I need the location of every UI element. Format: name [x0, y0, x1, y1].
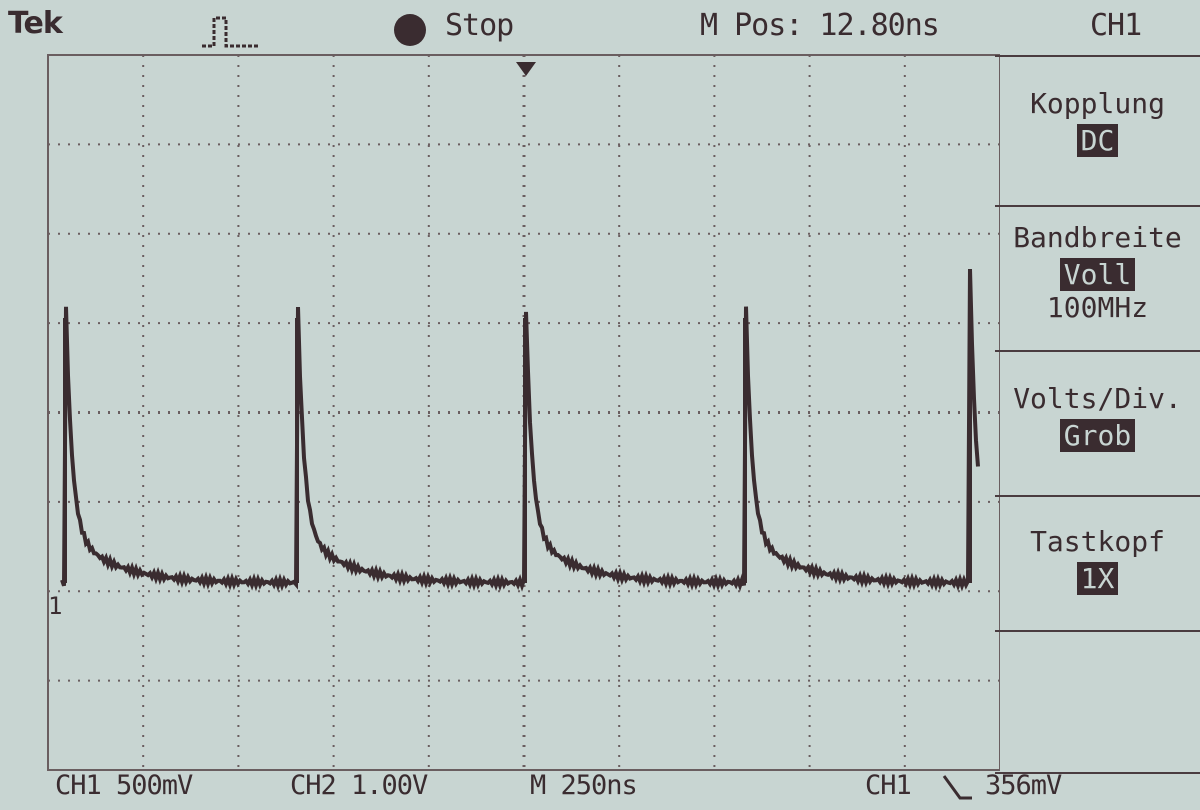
menu-bandwidth[interactable]: Bandbreite Voll 100MHz — [995, 205, 1200, 350]
trigger-level: 356mV — [985, 770, 1062, 801]
ch2-scale: CH2 1.00V — [290, 770, 428, 801]
acquisition-status: Stop — [445, 8, 514, 43]
menu-probe[interactable]: Tastkopf 1X — [995, 495, 1200, 630]
trigger-source: CH1 — [865, 770, 912, 801]
brand: Tek — [8, 6, 63, 41]
graticule — [47, 54, 1000, 771]
trigger-icon — [202, 16, 260, 48]
menu-label: Bandbreite — [1013, 221, 1182, 254]
timebase: M 250ns — [530, 770, 638, 801]
trigger-arrow — [516, 62, 536, 76]
channel-title: CH1 — [1090, 8, 1142, 43]
horizontal-position: M Pos: 12.80ns — [700, 8, 940, 43]
menu-label: Volts/Div. — [1013, 382, 1182, 415]
menu-value: DC — [1076, 124, 1119, 157]
waveform — [60, 268, 980, 592]
menu-coupling[interactable]: Kopplung DC — [995, 55, 1200, 205]
menu-label: Kopplung — [1030, 87, 1165, 120]
menu-volts-div[interactable]: Volts/Div. Grob — [995, 350, 1200, 495]
ch1-scale: CH1 500mV — [55, 770, 193, 801]
menu-value: 1X — [1076, 562, 1119, 595]
menu-empty — [995, 630, 1200, 774]
menu-label: Tastkopf — [1030, 525, 1165, 558]
trigger-slope — [942, 775, 972, 800]
channel-marker: 1 — [48, 592, 62, 620]
menu-note: 100MHz — [1046, 291, 1149, 324]
menu-value: Grob — [1059, 419, 1136, 452]
stop-indicator — [394, 14, 426, 46]
menu-value: Voll — [1059, 258, 1136, 291]
